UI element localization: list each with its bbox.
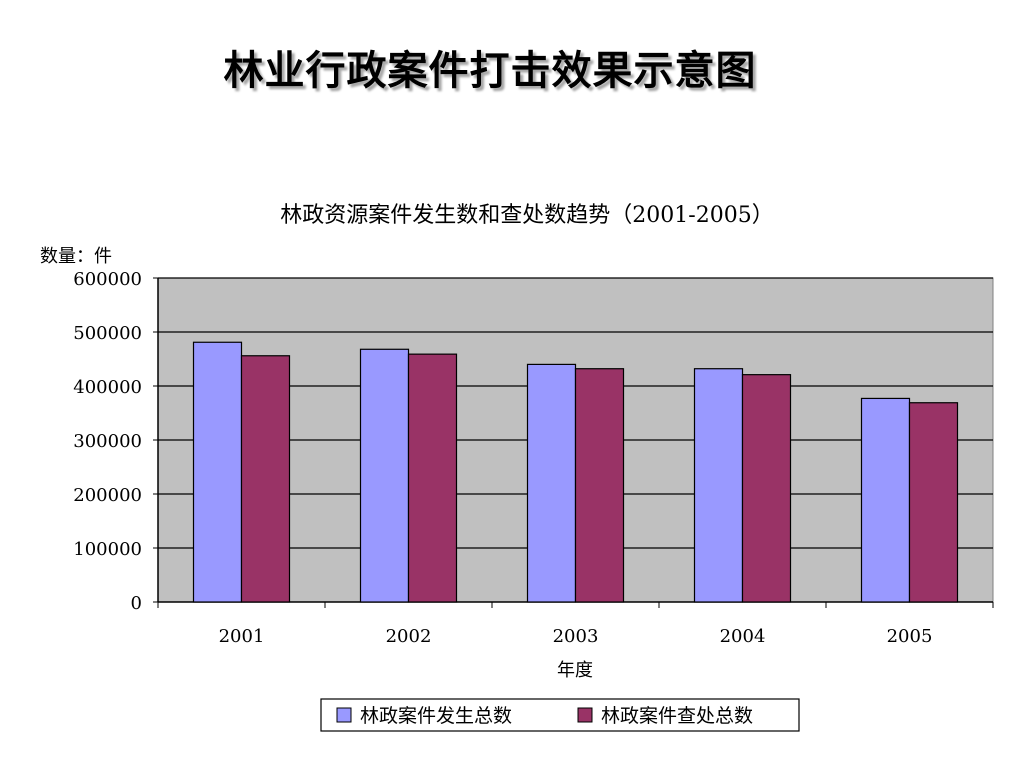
bar-handled-2005: [908, 402, 959, 603]
y-tick-label: 600000: [73, 269, 142, 290]
y-tick-label: 500000: [73, 323, 142, 344]
x-tick-label: 2002: [386, 626, 432, 647]
legend-box: [320, 698, 800, 732]
y-tick-label: 300000: [73, 431, 142, 452]
bar-occurred-2003: [526, 363, 577, 603]
x-tick-label: 2004: [720, 626, 766, 647]
legend-swatch: [577, 707, 593, 723]
bar-handled-2002: [407, 353, 458, 603]
y-tick-label: 200000: [73, 485, 142, 506]
x-tick-label: 2001: [219, 626, 265, 647]
x-axis-label: 年度: [557, 660, 593, 681]
x-tick-label: 2003: [553, 626, 599, 647]
bar-occurred-2005: [860, 397, 911, 603]
legend: 林政案件发生总数 林政案件查处总数: [320, 698, 800, 732]
y-tick-label: 0: [131, 593, 142, 614]
chart-title: 林政资源案件发生数和查处数趋势（2001-2005）: [280, 203, 773, 228]
legend-swatch: [336, 707, 352, 723]
x-tick-label: 2005: [887, 626, 933, 647]
plot-area: 0 100000 200000 300000 400000 500000 600000 200…: [73, 269, 994, 647]
y-axis-label: 数量：件: [40, 246, 112, 267]
bar-handled-2003: [574, 368, 625, 603]
bar-handled-2001: [240, 355, 291, 603]
legend-label: 林政案件发生总数: [360, 705, 512, 727]
bar-occurred-2004: [693, 368, 744, 603]
bar-handled-2004: [741, 374, 792, 603]
slide-title: 林业行政案件打击效果示意图: [223, 48, 757, 94]
bar-occurred-2001: [192, 341, 243, 603]
legend-label: 林政案件查处总数: [601, 705, 753, 727]
y-tick-label: 400000: [73, 377, 142, 398]
y-tick-label: 100000: [73, 539, 142, 560]
bar-occurred-2002: [359, 348, 410, 603]
